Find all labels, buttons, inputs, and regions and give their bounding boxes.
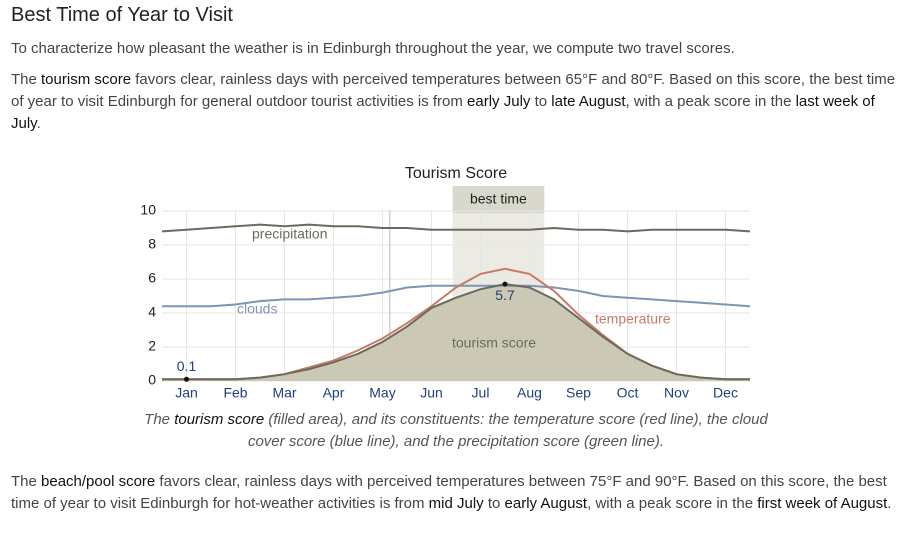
series-line xyxy=(161,223,751,233)
series-label: tourism score xyxy=(452,335,536,351)
chart-title: Tourism Score xyxy=(405,165,507,182)
text: The xyxy=(11,71,42,88)
series-line xyxy=(162,283,750,381)
x-tick-label: Jun xyxy=(420,385,443,401)
text: to xyxy=(530,93,552,110)
point xyxy=(502,281,508,287)
y-tick-label: 10 xyxy=(140,202,156,218)
intro: To characterize how pleasant the weather… xyxy=(11,40,735,57)
emphasis: beach/pool score xyxy=(41,473,156,490)
x-tick-label: Sep xyxy=(566,385,591,401)
x-tick-label: Apr xyxy=(323,385,345,401)
x-tick-label: May xyxy=(369,385,395,401)
best-time-header xyxy=(452,186,545,213)
text: favors clear, rainless days with perceiv… xyxy=(11,473,887,512)
y-tick-label: 4 xyxy=(148,304,156,320)
series-line xyxy=(162,284,751,308)
text: to xyxy=(483,495,505,512)
text: The xyxy=(144,411,175,428)
emphasis: mid July xyxy=(428,495,484,512)
emphasis: early July xyxy=(467,93,531,110)
emphasis: last week of July xyxy=(11,93,875,132)
x-tick-label: Oct xyxy=(617,385,639,401)
emphasis: tourism score xyxy=(174,411,265,428)
series-label: clouds xyxy=(237,301,277,317)
text: . xyxy=(887,495,892,512)
y-tick-label: 8 xyxy=(148,236,156,252)
text: The xyxy=(11,473,42,490)
tourism-paragraph: The tourism score favors clear, rainless… xyxy=(11,69,896,135)
text: (filled area), and its constituents: the… xyxy=(247,411,768,450)
text: favors clear, rainless days with perceiv… xyxy=(11,71,896,110)
x-tick-label: Jan xyxy=(175,385,198,401)
point xyxy=(184,376,189,382)
x-tick-label: Aug xyxy=(517,385,542,401)
x-tick-label: Jul xyxy=(472,385,490,401)
x-tick-label: Dec xyxy=(713,385,738,401)
y-tick-label: 2 xyxy=(148,338,156,354)
y-tick-label: 6 xyxy=(148,270,156,286)
best-time-label: best time xyxy=(470,191,527,207)
emphasis: early August xyxy=(504,495,588,512)
text: , with a peak score in the xyxy=(625,93,796,110)
area xyxy=(162,284,750,381)
text: . xyxy=(36,115,41,132)
x-tick-label: Mar xyxy=(272,385,296,401)
emphasis: tourism score xyxy=(41,71,132,88)
heading: Best Time of Year to Visit xyxy=(11,4,233,26)
x-tick-label: Nov xyxy=(664,385,689,401)
text: , with a peak score in the xyxy=(587,495,758,512)
series-label: temperature xyxy=(595,311,671,327)
caption: The tourism score (filled area), and its… xyxy=(140,409,772,453)
emphasis: late August xyxy=(551,93,626,110)
beach-paragraph: The beach/pool score favors clear, rainl… xyxy=(11,471,896,515)
x-tick-label: Feb xyxy=(223,385,247,401)
y-tick-label: 0 xyxy=(148,372,156,388)
value-label: 0.1 xyxy=(177,358,197,374)
series-label: precipitation xyxy=(252,226,328,242)
value-label: 5.7 xyxy=(495,287,515,303)
emphasis: first week of August xyxy=(757,495,888,512)
